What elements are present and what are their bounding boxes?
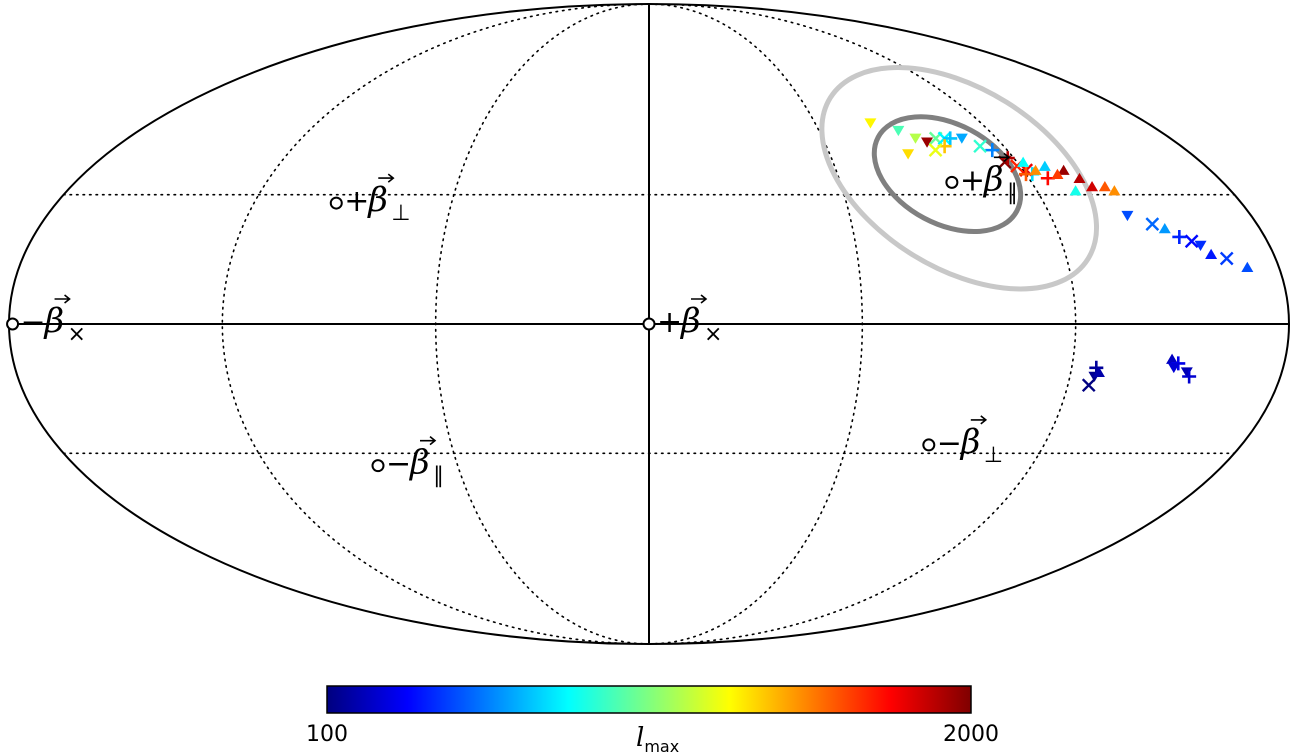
reference-point-symbol: β bbox=[408, 443, 430, 483]
reference-point-symbol: β bbox=[982, 159, 1004, 199]
colorbar-label-main: l bbox=[636, 723, 644, 753]
reference-point-marker bbox=[329, 196, 343, 210]
reference-point-label: +β × bbox=[657, 294, 722, 347]
colorbar-gradient bbox=[326, 685, 972, 714]
data-marker bbox=[1029, 164, 1042, 175]
contour-outer bbox=[819, 65, 1100, 292]
vector-arrow-icon bbox=[420, 436, 437, 446]
reference-point-symbol: β bbox=[43, 301, 65, 341]
data-marker bbox=[1184, 234, 1199, 249]
data-marker bbox=[1145, 217, 1160, 232]
confidence-contours bbox=[819, 65, 1100, 292]
vector-arrow-icon bbox=[378, 173, 395, 183]
reference-point-sign: + bbox=[960, 163, 985, 198]
data-marker bbox=[1121, 210, 1134, 222]
reference-point-subscript: ∥ bbox=[433, 464, 444, 489]
data-marker bbox=[1108, 185, 1121, 196]
reference-point-symbol: β bbox=[679, 301, 701, 341]
data-marker bbox=[1167, 362, 1180, 374]
reference-point-sign: + bbox=[344, 184, 369, 219]
reference-point-symbol: β bbox=[959, 422, 981, 462]
data-marker bbox=[1073, 172, 1086, 184]
colorbar-axis-label: lmax bbox=[636, 723, 679, 756]
reference-point-subscript: ⊥ bbox=[984, 443, 1003, 468]
data-marker bbox=[1081, 378, 1096, 393]
vector-arrow-icon bbox=[993, 152, 1011, 162]
colorbar: 100 2000 lmax bbox=[306, 685, 999, 756]
reference-point-sign: − bbox=[386, 447, 411, 482]
colorbar-max-label: 2000 bbox=[943, 722, 999, 747]
contour-inner bbox=[871, 114, 1024, 235]
reference-point-subscript: × bbox=[704, 322, 722, 347]
data-marker bbox=[955, 133, 968, 144]
data-marker bbox=[973, 139, 987, 154]
data-marker bbox=[892, 125, 905, 137]
data-marker bbox=[864, 118, 877, 129]
reference-point-marker bbox=[642, 317, 656, 331]
reference-point-label: −β ∥ bbox=[386, 436, 444, 489]
colorbar-label-sub: max bbox=[644, 737, 679, 756]
reference-point-label: +β ⊥ bbox=[344, 173, 410, 226]
reference-point-label: +β ∥ bbox=[960, 152, 1018, 205]
data-marker bbox=[1219, 251, 1234, 266]
data-marker bbox=[943, 131, 958, 146]
data-marker bbox=[1166, 353, 1179, 364]
reference-point-label: −β ⊥ bbox=[937, 415, 1003, 468]
reference-point-subscript: ⊥ bbox=[391, 201, 410, 226]
data-markers bbox=[864, 118, 1254, 393]
data-marker bbox=[1092, 366, 1105, 377]
reference-point-marker bbox=[6, 317, 20, 331]
vector-arrow-icon bbox=[970, 415, 988, 425]
data-marker bbox=[1194, 240, 1207, 251]
reference-point-subscript: ∥ bbox=[1007, 180, 1018, 205]
reference-point-marker bbox=[945, 175, 959, 189]
data-marker bbox=[1182, 369, 1197, 384]
data-marker bbox=[1241, 261, 1254, 272]
data-marker bbox=[921, 137, 934, 148]
data-marker bbox=[1038, 160, 1051, 171]
data-marker bbox=[1057, 164, 1070, 175]
data-marker bbox=[909, 133, 922, 144]
vector-arrow-icon bbox=[691, 294, 708, 304]
data-marker bbox=[985, 143, 1000, 158]
reference-point-symbol: β bbox=[366, 180, 388, 220]
reference-point-sign: + bbox=[657, 305, 682, 340]
data-marker bbox=[1017, 156, 1030, 167]
colorbar-min-label: 100 bbox=[306, 722, 348, 747]
data-marker bbox=[1051, 168, 1064, 179]
reference-points: +β ×−β ×+β ⊥−β ⊥+β ∥−β ∥ bbox=[6, 152, 1018, 489]
data-marker bbox=[1086, 181, 1099, 192]
data-marker bbox=[1069, 185, 1082, 196]
data-marker bbox=[928, 143, 943, 157]
data-marker bbox=[1098, 181, 1111, 192]
reference-point-marker bbox=[371, 459, 385, 473]
reference-point-subscript: × bbox=[68, 322, 86, 347]
reference-point-sign: − bbox=[21, 305, 46, 340]
reference-point-marker bbox=[922, 438, 936, 452]
reference-point-sign: − bbox=[937, 426, 962, 461]
reference-point-label: −β × bbox=[21, 294, 86, 347]
data-marker bbox=[1158, 223, 1171, 234]
data-marker bbox=[1205, 248, 1218, 259]
vector-arrow-icon bbox=[54, 294, 71, 304]
data-marker bbox=[1172, 229, 1187, 244]
data-marker bbox=[902, 149, 915, 160]
